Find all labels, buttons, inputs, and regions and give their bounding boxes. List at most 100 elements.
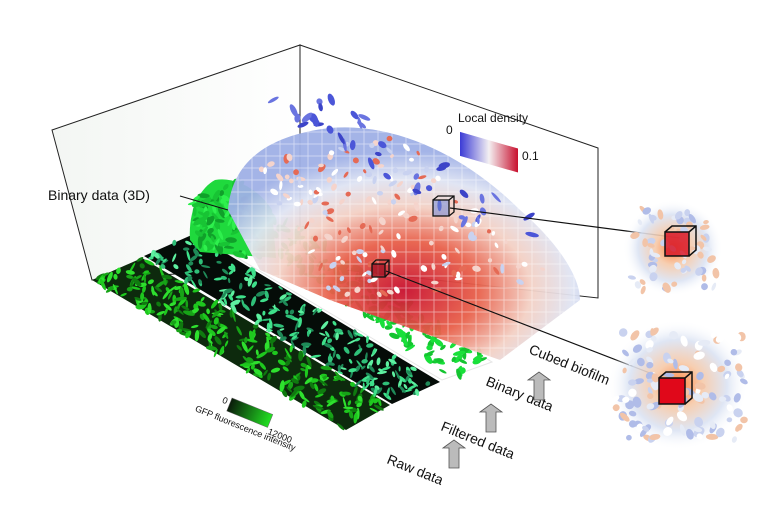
cell-blob bbox=[318, 103, 323, 112]
cell-blob bbox=[733, 408, 743, 418]
cell-blob bbox=[364, 352, 368, 362]
cell-blob bbox=[634, 378, 644, 385]
cell-blob bbox=[176, 308, 184, 315]
cell-blob bbox=[219, 190, 225, 197]
cell-blob bbox=[705, 433, 719, 440]
cell-blob bbox=[250, 364, 255, 370]
cell-blob bbox=[183, 247, 190, 251]
cell-blob bbox=[650, 252, 661, 258]
cell-blob bbox=[628, 410, 637, 417]
cell-blob bbox=[172, 253, 177, 262]
cell-blob bbox=[253, 373, 259, 377]
raw-data-slab bbox=[92, 257, 390, 431]
cell-blob bbox=[357, 116, 363, 129]
selected-cube-top bbox=[432, 195, 455, 217]
cell-blob bbox=[736, 369, 744, 378]
cell-blob bbox=[241, 341, 248, 353]
cell-blob bbox=[129, 280, 134, 289]
cell-blob bbox=[343, 406, 354, 410]
gfp-colorbar: 0 12000 GFP fluorescence intensity bbox=[194, 395, 298, 453]
cell-blob bbox=[397, 210, 406, 216]
cell-blob bbox=[350, 381, 356, 387]
cell-blob bbox=[284, 348, 291, 359]
cell-blob bbox=[284, 174, 290, 180]
cell-blob bbox=[697, 251, 704, 259]
cell-blob bbox=[265, 332, 271, 337]
cell-blob bbox=[479, 207, 487, 216]
cell-blob bbox=[314, 383, 319, 392]
cell-blob bbox=[288, 381, 294, 390]
cell-blob bbox=[187, 276, 193, 282]
cell-blob bbox=[144, 259, 155, 266]
cell-blob bbox=[238, 282, 243, 290]
cell-blob bbox=[376, 291, 382, 298]
cell-blob bbox=[154, 286, 163, 293]
cell-blob bbox=[345, 191, 351, 197]
zoom-view-top bbox=[623, 200, 723, 296]
density-colorbar-title: Local density bbox=[458, 111, 528, 125]
cell-blob bbox=[347, 400, 352, 406]
cell-blob bbox=[694, 427, 703, 433]
zoom-view-bottom bbox=[608, 320, 748, 450]
cell-blob bbox=[282, 301, 289, 306]
cell-blob bbox=[393, 286, 400, 294]
cell-blob bbox=[726, 417, 733, 423]
cell-blob bbox=[358, 114, 371, 121]
cell-blob bbox=[343, 346, 350, 354]
cell-blob bbox=[476, 216, 480, 225]
cell-blob bbox=[147, 302, 152, 314]
cell-blob bbox=[396, 233, 401, 240]
cell-blob bbox=[354, 348, 363, 356]
cell-blob bbox=[343, 171, 349, 178]
cell-blob bbox=[246, 345, 254, 354]
cell-blob bbox=[334, 376, 346, 381]
cell-blob bbox=[300, 367, 306, 372]
zoom-cube-top bbox=[664, 225, 697, 257]
cell-blob bbox=[430, 336, 436, 343]
cell-blob bbox=[290, 389, 298, 397]
cell-blob bbox=[283, 296, 292, 302]
cell-blob bbox=[336, 353, 341, 360]
cell-blob bbox=[167, 291, 173, 300]
cell-blob bbox=[368, 365, 375, 373]
cell-blob bbox=[309, 381, 315, 390]
cell-blob bbox=[298, 350, 304, 362]
cell-blob bbox=[279, 328, 285, 331]
cell-blob bbox=[405, 370, 413, 375]
cell-blob bbox=[185, 240, 192, 246]
cell-blob bbox=[392, 167, 399, 174]
cell-blob bbox=[439, 369, 447, 374]
cell-blob bbox=[407, 334, 412, 345]
cell-blob bbox=[200, 264, 211, 269]
cell-blob bbox=[194, 330, 200, 342]
cell-blob bbox=[438, 225, 444, 232]
cell-blob bbox=[344, 291, 351, 297]
cell-blob bbox=[324, 233, 333, 241]
cell-blob bbox=[646, 403, 655, 410]
cell-blob bbox=[291, 335, 298, 340]
cell-blob bbox=[192, 288, 201, 293]
cell-blob bbox=[366, 270, 373, 276]
cell-blob bbox=[308, 189, 313, 196]
cell-blob bbox=[242, 303, 250, 311]
cell-blob bbox=[472, 354, 484, 361]
cell-blob bbox=[417, 175, 427, 180]
cell-blob bbox=[367, 157, 375, 170]
cell-blob bbox=[207, 227, 214, 234]
cell-blob bbox=[412, 188, 422, 195]
cell-blob bbox=[701, 391, 709, 399]
cell-blob bbox=[179, 286, 184, 300]
cell-blob bbox=[250, 329, 256, 341]
density-max-label: 0.1 bbox=[522, 149, 539, 163]
cell-blob bbox=[252, 324, 259, 329]
cell-blob bbox=[696, 371, 704, 381]
cell-blob bbox=[372, 158, 380, 165]
cell-blob bbox=[431, 263, 436, 271]
cell-blob bbox=[222, 268, 229, 275]
cell-blob bbox=[737, 430, 748, 441]
cell-blob bbox=[238, 338, 246, 342]
cell-blob bbox=[735, 423, 743, 432]
step-raw-data: Raw data bbox=[385, 451, 446, 488]
cell-blob bbox=[340, 367, 347, 370]
cell-blob bbox=[125, 270, 135, 275]
